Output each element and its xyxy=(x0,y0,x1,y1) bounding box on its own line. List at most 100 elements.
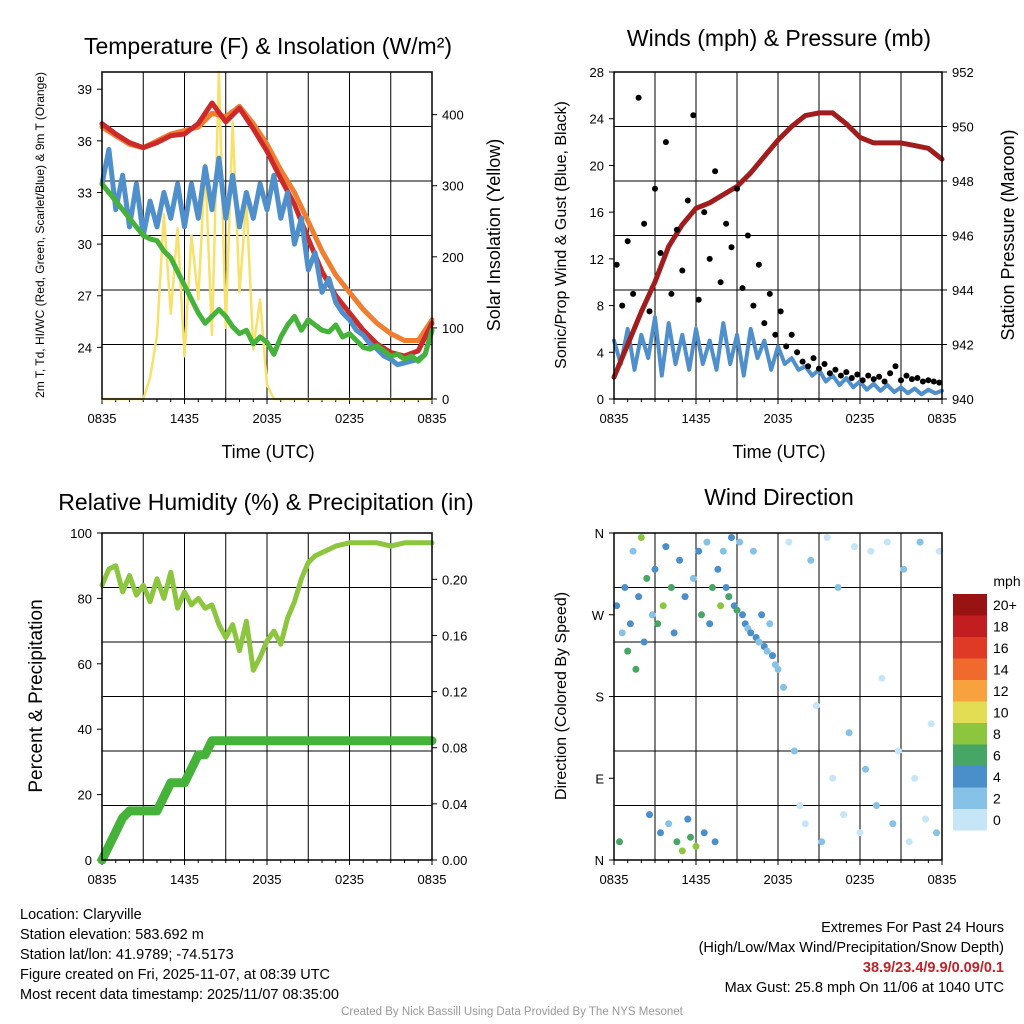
dir-xtick-label: 0835 xyxy=(600,872,629,887)
dir-legend-label: 12 xyxy=(993,683,1009,699)
wind-gust-point xyxy=(859,377,866,384)
wind-series-sonic xyxy=(612,315,944,397)
dir-point xyxy=(747,629,755,637)
dir-point xyxy=(624,647,632,655)
dir-legend-label: 2 xyxy=(993,790,1001,806)
wind-gust-point xyxy=(755,261,762,268)
wind-gust-point xyxy=(794,349,801,356)
dir-point xyxy=(621,584,629,591)
extremes-panel: Extremes For Past 24 Hours (High/Low/Max… xyxy=(699,918,1004,998)
wind-gust-point xyxy=(750,302,757,309)
dir-point xyxy=(933,829,940,837)
wind-gust-point xyxy=(816,365,822,372)
dir-point xyxy=(706,620,714,628)
wind-gust-point xyxy=(690,112,697,119)
temp-y2tick-label: 100 xyxy=(442,321,464,336)
wind-ytick-label: 0 xyxy=(597,392,604,407)
wind-gust-point xyxy=(668,290,675,297)
dir-point xyxy=(856,829,864,837)
dir-point xyxy=(703,538,711,546)
dir-legend-label: 20+ xyxy=(993,597,1017,613)
dir-ytick-label: W xyxy=(592,608,605,623)
dir-point xyxy=(714,565,722,573)
dir-point xyxy=(695,547,703,555)
dir-ytick-label: N xyxy=(595,853,604,868)
dir-point xyxy=(676,556,684,564)
dir-point xyxy=(667,584,675,591)
wind-gust-point xyxy=(662,139,669,146)
rh-ytick-label: 40 xyxy=(78,722,92,737)
dir-point xyxy=(840,811,848,819)
dir-point xyxy=(872,802,880,809)
dir-ytick-label: S xyxy=(595,690,604,705)
dir-point xyxy=(758,611,766,619)
wind-ytick-label: 16 xyxy=(590,205,604,220)
wind-xtick-label: 2035 xyxy=(764,411,793,426)
dir-legend-label: 16 xyxy=(993,640,1009,656)
dir-point xyxy=(862,765,869,773)
dir-point xyxy=(681,593,689,601)
dir-legend-label: 8 xyxy=(993,726,1001,742)
dir-point xyxy=(648,611,656,619)
dir-point xyxy=(665,820,673,828)
dir-frame xyxy=(613,532,943,861)
dir-point xyxy=(616,838,623,846)
wind-ytick-label: 12 xyxy=(590,252,604,267)
temp-xtick-label: 0235 xyxy=(335,411,364,426)
dir-point xyxy=(637,534,645,541)
dir-point xyxy=(807,556,815,564)
wind-gust-point xyxy=(919,378,926,385)
wind-gust-point xyxy=(925,377,932,384)
wind-gust-point xyxy=(744,232,751,239)
dir-legend-swatch xyxy=(953,809,987,831)
dir-point xyxy=(629,547,637,555)
dir-legend-swatch xyxy=(953,594,987,616)
wind-series-pressure xyxy=(611,110,945,380)
temp-series-hi-wc xyxy=(99,146,435,368)
dir-point xyxy=(725,593,733,601)
dir-point xyxy=(790,747,798,755)
wind-gust-point xyxy=(810,355,817,362)
dir-point xyxy=(905,838,913,846)
dir-point xyxy=(736,538,744,546)
wind-gust-point xyxy=(706,255,713,262)
wind-gust-point xyxy=(766,290,773,297)
wind-xtick-label: 0835 xyxy=(928,411,957,426)
temp-xtick-label: 0835 xyxy=(88,411,117,426)
dir-point xyxy=(755,638,763,646)
dir-point xyxy=(657,829,664,837)
temp-y2tick-label: 200 xyxy=(442,250,464,265)
dir-xtick-label: 0235 xyxy=(846,872,875,887)
temp-xtick-label: 1435 xyxy=(170,411,199,426)
figure-created: Figure created on Fri, 2025-11-07, at 08… xyxy=(20,967,331,983)
rh-xtick-label: 2035 xyxy=(253,872,282,887)
temp-title: Temperature (F) & Insolation (W/m²) xyxy=(84,33,452,59)
dir-legend-swatch xyxy=(953,723,987,745)
wind-gust-point xyxy=(783,343,790,350)
rh-xtick-label: 0235 xyxy=(335,872,364,887)
dir-point xyxy=(763,647,771,655)
dir-point xyxy=(640,638,648,646)
rh-y2tick-label: 0.12 xyxy=(442,685,467,700)
dir-point xyxy=(708,584,716,591)
dir-point xyxy=(867,547,875,555)
wind-gust-point xyxy=(717,279,724,286)
dir-legend-label: 0 xyxy=(993,812,1001,828)
dir-point xyxy=(722,584,730,591)
wind-ytick-label: 24 xyxy=(590,112,604,127)
wind-gust-point xyxy=(892,363,899,370)
dir-point xyxy=(900,565,908,573)
temp-frame xyxy=(101,71,433,400)
wind-gust-point xyxy=(908,376,915,383)
wind-y2tick-label: 946 xyxy=(952,229,974,244)
temp-y2tick-label: 300 xyxy=(442,179,464,194)
dir-point xyxy=(829,774,837,782)
temp-xtick-label: 2035 xyxy=(253,411,282,426)
dir-point xyxy=(651,565,659,573)
dir-ytick-label: E xyxy=(595,771,604,786)
dir-point xyxy=(774,665,782,673)
dir-ytick-label: N xyxy=(595,526,604,541)
dir-legend-label: 6 xyxy=(993,747,1001,763)
dir-point xyxy=(916,538,924,546)
